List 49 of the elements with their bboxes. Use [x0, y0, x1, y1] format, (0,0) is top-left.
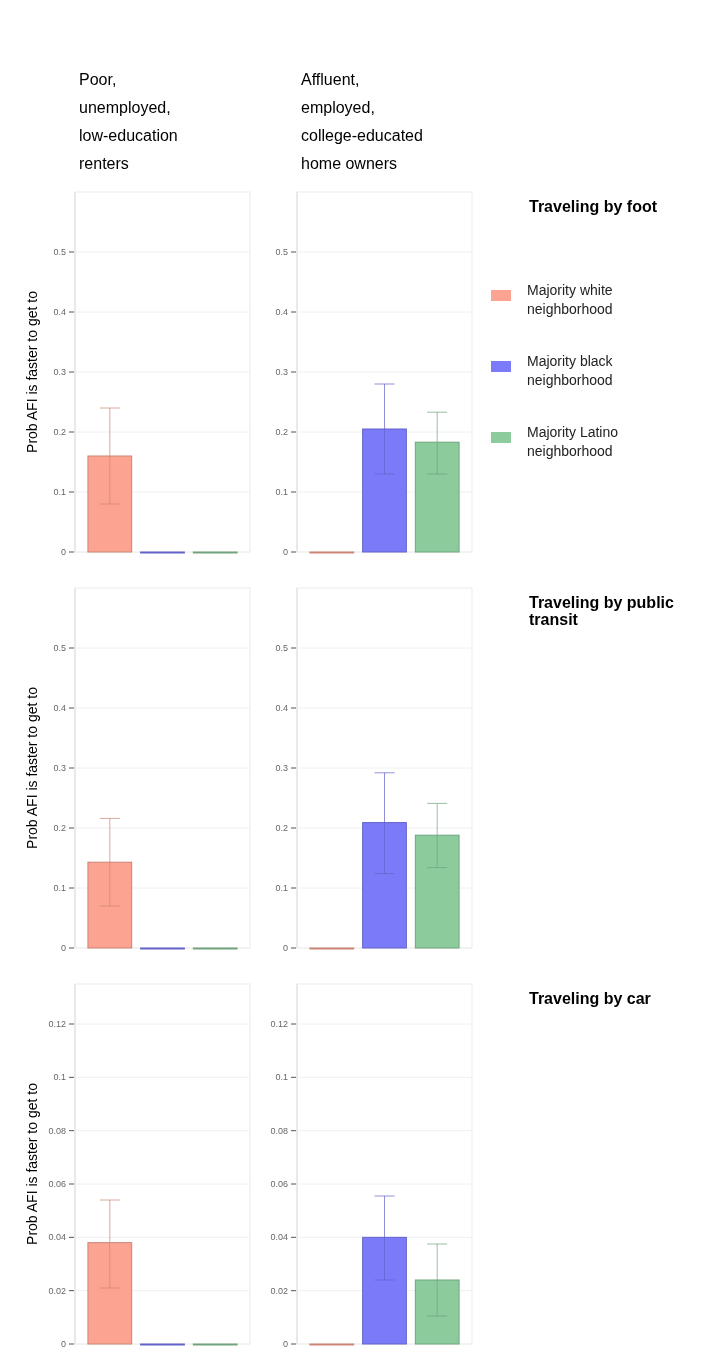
- y-tick-label: 0.1: [53, 1072, 66, 1083]
- y-tick-label: 0.2: [53, 427, 66, 438]
- y-tick-label: 0.2: [53, 823, 66, 834]
- y-tick-label: 0: [60, 1339, 66, 1350]
- y-tick-label: 0.2: [275, 823, 288, 834]
- y-tick-label: 0.3: [53, 763, 66, 774]
- y-tick-label: 0.04: [270, 1232, 288, 1243]
- y-tick-label: 0.06: [48, 1179, 66, 1190]
- y-tick-label: 0.5: [53, 247, 66, 258]
- y-tick-label: 0.1: [275, 1072, 288, 1083]
- y-axis-title: Prob AFI is faster to get to: [24, 1082, 40, 1245]
- y-tick-label: 0.12: [48, 1019, 66, 1030]
- y-tick-label: 0.02: [48, 1285, 66, 1296]
- legend-label: Majority white neighborhood: [527, 282, 613, 317]
- y-tick-label: 0.4: [275, 703, 288, 714]
- y-tick-label: 0.1: [275, 487, 288, 498]
- y-tick-label: 0: [60, 547, 66, 558]
- y-tick-label: 0.4: [275, 307, 288, 318]
- y-tick-label: 0.3: [275, 367, 288, 378]
- y-tick-label: 0.1: [53, 487, 66, 498]
- y-tick-label: 0.4: [53, 703, 66, 714]
- y-tick-label: 0.5: [275, 247, 288, 258]
- legend-label: Majority black neighborhood: [527, 353, 614, 388]
- y-axis-title: Prob AFI is faster to get to: [24, 686, 40, 849]
- y-tick-label: 0.2: [275, 427, 288, 438]
- legend-label: Majority Latino neighborhood: [527, 424, 619, 459]
- y-tick-label: 0.4: [53, 307, 66, 318]
- y-tick-label: 0: [282, 1339, 288, 1350]
- y-tick-label: 0.12: [270, 1019, 288, 1030]
- chart-title: Affluent, employed, college-educated home owners: [301, 71, 423, 172]
- y-tick-label: 0.5: [275, 643, 288, 654]
- y-tick-label: 0.3: [275, 763, 288, 774]
- y-tick-label: 0.5: [53, 643, 66, 654]
- y-tick-label: 0.1: [275, 883, 288, 894]
- y-tick-label: 0: [60, 943, 66, 954]
- y-tick-label: 0.08: [48, 1125, 66, 1136]
- y-tick-label: 0.04: [48, 1232, 66, 1243]
- y-tick-label: 0: [282, 547, 288, 558]
- y-tick-label: 0.06: [270, 1179, 288, 1190]
- text: Traveling by foot: [529, 198, 658, 215]
- text: Traveling by car: [529, 990, 651, 1007]
- y-tick-label: 0.1: [53, 883, 66, 894]
- y-axis-title: Prob AFI is faster to get to: [24, 290, 40, 453]
- y-tick-label: 0.08: [270, 1125, 288, 1136]
- chart-title: Poor, unemployed, low-education renters: [79, 71, 178, 172]
- text: Traveling by public transit: [529, 594, 675, 628]
- y-tick-label: 0: [282, 943, 288, 954]
- y-tick-label: 0.3: [53, 367, 66, 378]
- y-tick-label: 0.02: [270, 1285, 288, 1296]
